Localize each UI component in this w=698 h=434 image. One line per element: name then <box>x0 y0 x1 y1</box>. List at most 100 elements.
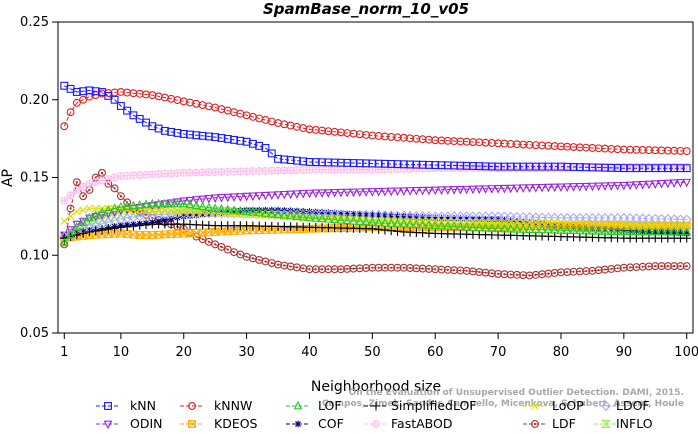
data-point <box>306 208 313 216</box>
data-point <box>430 186 440 196</box>
data-point <box>129 200 138 210</box>
y-tick-label: 0.15 <box>20 171 49 186</box>
legend-label: SimplifiedLOF <box>391 398 477 413</box>
data-point <box>110 203 119 212</box>
data-point <box>254 207 264 217</box>
data-point <box>525 218 534 227</box>
data-point <box>85 227 94 237</box>
data-point <box>185 196 195 206</box>
data-point <box>161 206 169 215</box>
data-point <box>456 217 465 226</box>
data-point <box>663 179 673 189</box>
data-point <box>663 226 673 236</box>
x-tick-label: 80 <box>553 345 570 360</box>
data-point <box>613 182 622 191</box>
legend-item-knnw: kNNW <box>180 398 252 413</box>
series-line-knnw <box>63 91 687 152</box>
data-point <box>173 207 182 216</box>
data-point <box>267 166 276 175</box>
data-point <box>205 210 213 218</box>
legend-marker <box>188 420 196 428</box>
data-point <box>286 262 295 271</box>
data-point <box>116 102 125 110</box>
data-point <box>318 208 326 216</box>
data-point <box>324 209 332 217</box>
data-point <box>356 210 364 218</box>
x-tick-label: 90 <box>616 345 633 360</box>
data-point <box>217 203 226 213</box>
data-point <box>644 213 654 224</box>
data-point <box>299 207 307 215</box>
data-point <box>556 183 566 193</box>
data-point <box>267 208 277 218</box>
data-point <box>632 181 641 190</box>
data-point <box>387 212 395 220</box>
data-point <box>518 212 529 222</box>
legend-marker <box>372 420 380 428</box>
data-point <box>456 215 464 222</box>
data-point <box>468 222 478 231</box>
data-point <box>129 221 138 231</box>
data-point <box>631 213 642 224</box>
data-point <box>331 209 339 217</box>
data-point <box>531 184 541 193</box>
data-point <box>544 224 553 234</box>
data-point <box>406 213 414 221</box>
data-point <box>550 218 559 227</box>
data-point <box>110 223 119 233</box>
data-point <box>419 213 427 221</box>
data-point <box>91 226 101 236</box>
data-point <box>493 223 503 233</box>
data-point <box>493 211 504 222</box>
data-point <box>135 205 144 214</box>
data-point <box>664 229 672 236</box>
data-point <box>66 212 75 221</box>
data-point <box>267 149 276 158</box>
x-tick-label: 60 <box>427 345 444 360</box>
data-point <box>456 185 465 195</box>
data-point <box>393 187 402 197</box>
data-point <box>438 214 445 222</box>
data-point <box>60 122 69 131</box>
data-point <box>575 225 585 235</box>
data-point <box>494 216 502 223</box>
y-tick-label: 0.25 <box>20 15 49 30</box>
data-point <box>116 192 125 201</box>
data-point <box>342 215 352 225</box>
data-point <box>368 211 376 219</box>
data-point <box>298 190 308 199</box>
data-point <box>576 219 584 227</box>
data-point <box>91 204 100 213</box>
data-point <box>85 179 94 188</box>
data-point <box>493 185 503 194</box>
data-point <box>166 198 176 208</box>
series-layer <box>59 81 692 280</box>
data-point <box>469 215 477 223</box>
data-point <box>581 225 591 235</box>
data-point <box>456 221 465 231</box>
data-point <box>450 214 458 222</box>
data-point <box>154 198 163 208</box>
data-point <box>538 270 547 279</box>
data-point <box>248 207 258 216</box>
data-point <box>60 217 69 225</box>
data-point <box>236 193 245 202</box>
data-point <box>198 195 207 205</box>
y-tick-label: 0.10 <box>20 248 49 263</box>
data-point <box>518 184 528 193</box>
data-point <box>349 215 358 225</box>
legend-marker <box>601 420 611 428</box>
data-point <box>537 212 548 223</box>
data-point <box>582 219 590 228</box>
data-point <box>682 262 691 271</box>
data-point <box>192 196 201 205</box>
data-point <box>104 175 113 184</box>
data-point <box>601 219 609 228</box>
data-point <box>644 226 654 236</box>
data-point <box>116 201 126 211</box>
data-point <box>594 226 603 235</box>
data-point <box>626 220 634 228</box>
data-point <box>78 229 88 238</box>
data-point <box>374 217 383 227</box>
data-point <box>657 226 666 236</box>
